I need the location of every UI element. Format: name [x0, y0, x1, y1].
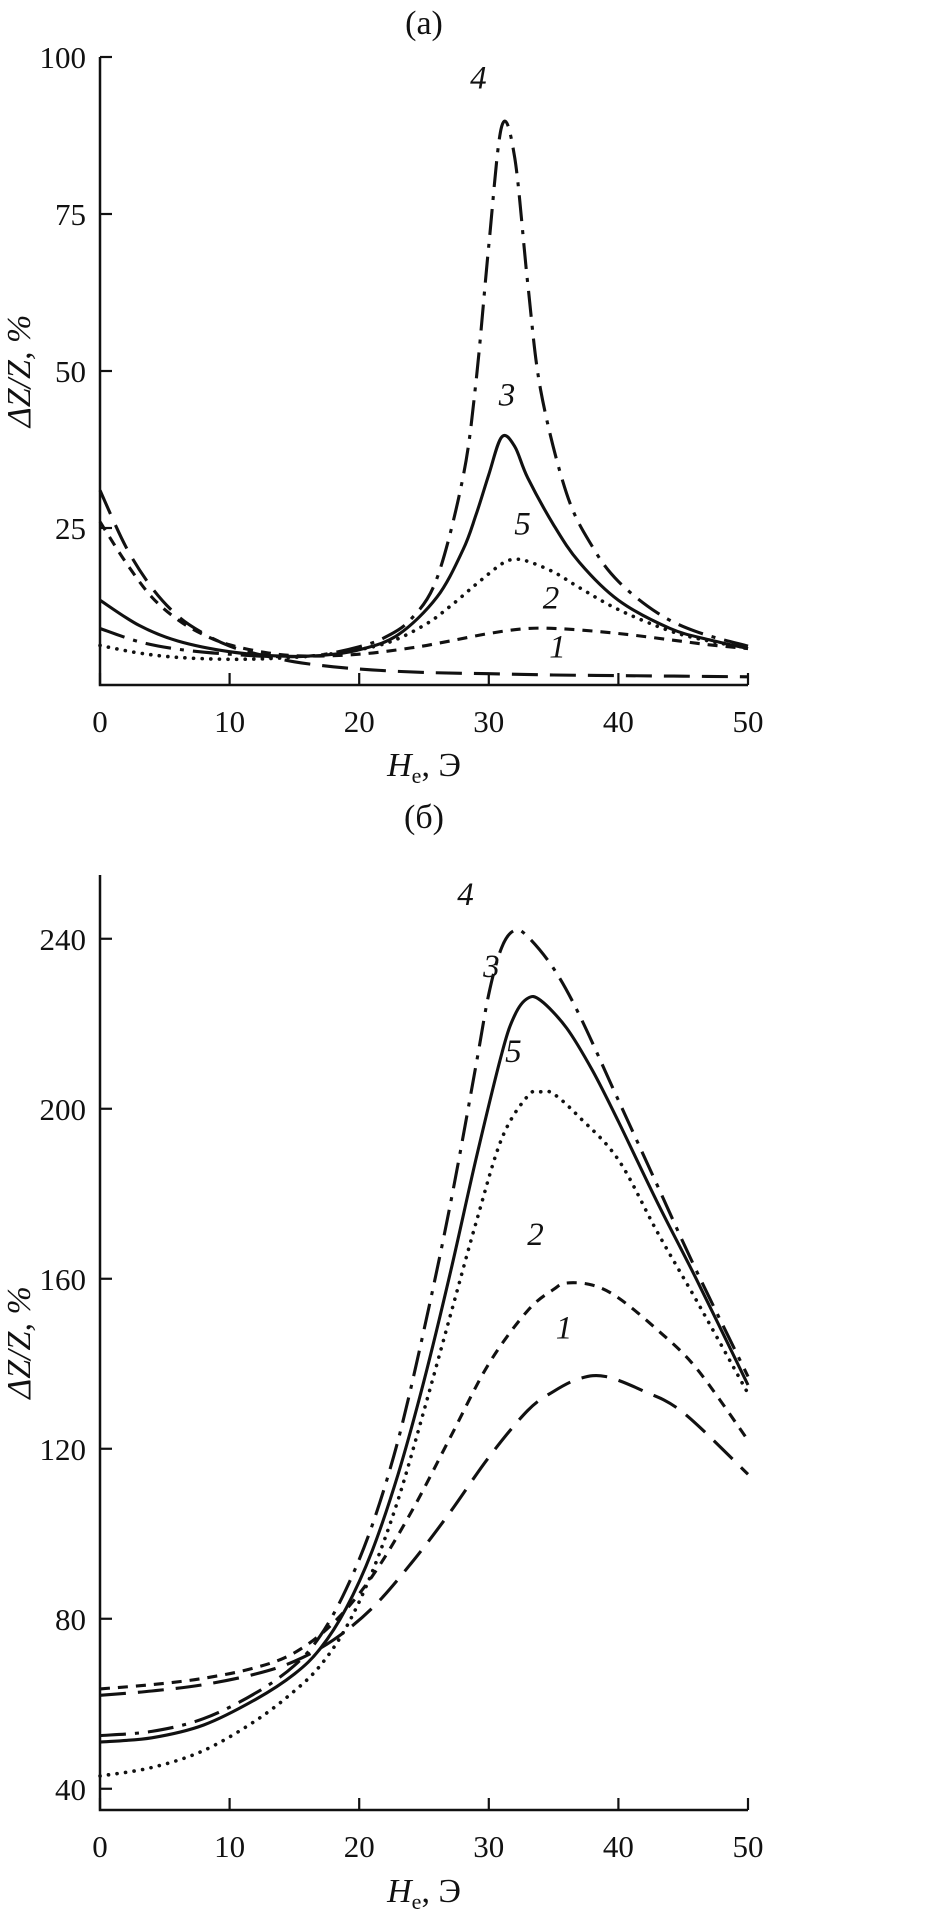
- x-tick-label: 20: [344, 1829, 375, 1864]
- curve-2: [99, 1281, 750, 1691]
- curve-label-5: 5: [514, 506, 531, 542]
- curve-4: [99, 119, 749, 659]
- x-tick-label: 40: [603, 1829, 634, 1864]
- x-tick-label: 50: [733, 704, 764, 739]
- x-tick-label: 40: [603, 704, 634, 739]
- axes: [98, 875, 748, 1812]
- curve-label-1: 1: [549, 629, 566, 665]
- panel-title: (б): [404, 799, 444, 836]
- x-tick-label: 50: [733, 1829, 764, 1864]
- y-tick-label: 240: [40, 922, 87, 957]
- x-tick-label: 30: [473, 704, 504, 739]
- x-tick-label: 30: [473, 1829, 504, 1864]
- y-tick-label: 50: [55, 354, 86, 389]
- y-tick-label: 40: [55, 1772, 86, 1807]
- y-tick-label: 160: [40, 1262, 87, 1297]
- y-tick-label: 25: [55, 511, 86, 546]
- curve-3: [99, 994, 750, 1744]
- curve-label-3: 3: [498, 378, 516, 414]
- x-tick-label: 20: [344, 704, 375, 739]
- curve-label-4: 4: [457, 877, 474, 913]
- curve-5: [98, 557, 750, 662]
- curve-1: [98, 489, 749, 679]
- curve-label-2: 2: [543, 580, 560, 616]
- curve-1: [99, 1374, 750, 1697]
- curve-label-5: 5: [505, 1034, 522, 1070]
- y-tick-label: 200: [40, 1092, 87, 1127]
- curve-label-4: 4: [470, 60, 487, 96]
- y-axis-label: ΔZ/Z, %: [1, 1286, 38, 1401]
- y-tick-label: 120: [40, 1432, 87, 1467]
- curve-3: [99, 433, 749, 658]
- axes: [98, 57, 748, 687]
- x-axis-label: He, Э: [386, 747, 461, 788]
- x-tick-label: 0: [92, 704, 108, 739]
- x-tick-label: 10: [214, 704, 245, 739]
- y-tick-label: 75: [55, 197, 86, 232]
- curve-label-3: 3: [482, 949, 500, 985]
- y-tick-label: 80: [55, 1602, 86, 1637]
- curve-5: [98, 1089, 750, 1778]
- panel-title: (а): [405, 5, 443, 42]
- x-tick-label: 0: [92, 1829, 108, 1864]
- curve-4: [99, 928, 750, 1738]
- x-tick-label: 10: [214, 1829, 245, 1864]
- y-tick-label: 100: [40, 40, 87, 75]
- curve-label-2: 2: [527, 1217, 544, 1253]
- curve-label-1: 1: [556, 1310, 573, 1346]
- chart-panel-b: (б) 0 10 20 30 40 50 40 80 120 160 200 240 He, Э ΔZ/Z,…: [1, 799, 764, 1914]
- curve-2: [98, 520, 749, 658]
- y-axis-label: ΔZ/Z, %: [1, 315, 38, 430]
- x-axis-label: He, Э: [386, 1873, 461, 1914]
